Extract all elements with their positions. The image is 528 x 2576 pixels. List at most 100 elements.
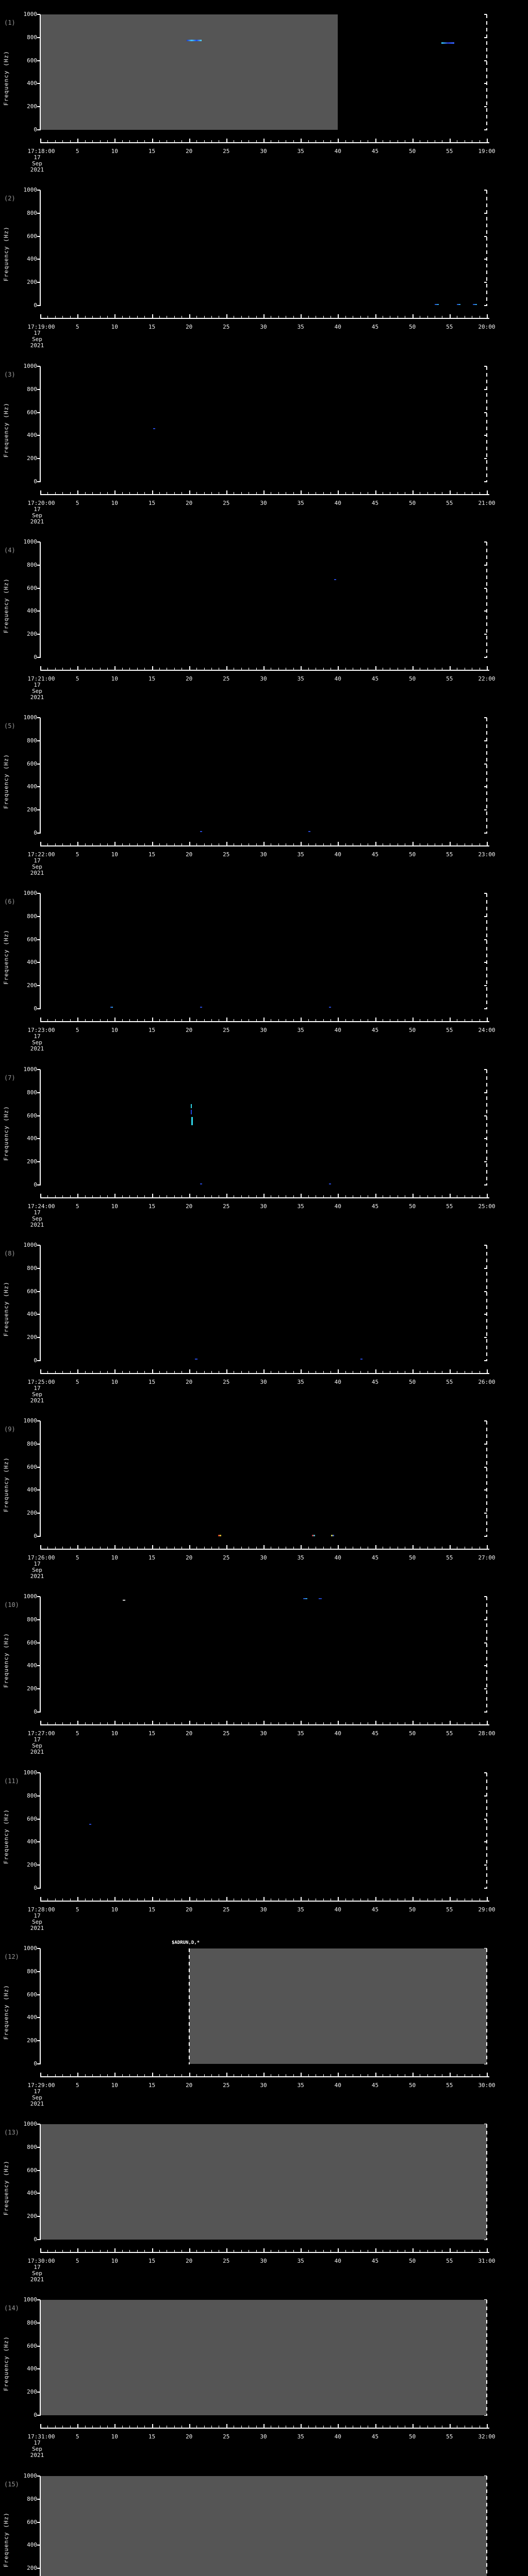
y-tick-label: 0 bbox=[34, 1885, 37, 1891]
x-axis-tick bbox=[338, 1194, 339, 1197]
x-axis-tick bbox=[301, 314, 302, 318]
x-axis-tick bbox=[308, 140, 309, 142]
data-coverage-region bbox=[40, 2476, 487, 2576]
y-tick-label: 400 bbox=[27, 1662, 37, 1669]
y-axis-tick-right bbox=[484, 1337, 487, 1338]
x-axis-tick bbox=[449, 666, 451, 670]
x-axis-tick bbox=[159, 843, 160, 845]
x-axis-tick bbox=[107, 2250, 108, 2252]
x-axis-tick bbox=[129, 140, 130, 142]
y-axis-tick bbox=[37, 2193, 40, 2194]
x-axis-tick bbox=[77, 1018, 79, 1021]
spectrogram-panel: (2) Frequency (Hz) 1000 800 600 400 200 0 17:… bbox=[0, 180, 528, 355]
x-axis-tick bbox=[308, 843, 309, 845]
y-axis-tick bbox=[37, 412, 40, 413]
x-axis-tick bbox=[301, 1194, 302, 1197]
x-axis-tick bbox=[449, 1018, 451, 1021]
x-axis-tick bbox=[427, 1722, 428, 1724]
y-tick-label: 0 bbox=[34, 1708, 37, 1715]
x-axis-tick bbox=[129, 1195, 130, 1197]
x-axis-tick bbox=[55, 1371, 56, 1373]
x-axis-tick bbox=[70, 1019, 71, 1021]
x-axis-tick bbox=[196, 316, 197, 318]
start-date-line: 2021 bbox=[30, 1045, 44, 1052]
x-axis-tick bbox=[263, 1721, 265, 1724]
x-minute-label: 30 bbox=[260, 1730, 267, 1737]
x-axis-tick bbox=[62, 140, 63, 142]
x-minute-label: 50 bbox=[409, 1379, 416, 1385]
x-axis-tick bbox=[85, 843, 86, 845]
right-axis-dashed-line bbox=[486, 366, 487, 482]
x-axis-tick bbox=[47, 2074, 48, 2076]
y-axis-tick bbox=[37, 1596, 40, 1597]
start-date-line: Sep bbox=[32, 336, 42, 343]
x-axis-tick bbox=[196, 1899, 197, 1901]
x-axis-tick bbox=[360, 1547, 361, 1549]
y-tick-label: 800 bbox=[27, 1968, 37, 1975]
y-axis-tick-right bbox=[484, 893, 487, 894]
start-date-line: Sep bbox=[32, 2446, 42, 2452]
x-axis-tick bbox=[204, 316, 205, 318]
x-axis-tick bbox=[114, 2073, 116, 2076]
x-axis-tick bbox=[159, 2074, 160, 2076]
x-axis-tick bbox=[137, 1371, 138, 1373]
x-axis-tick bbox=[226, 666, 227, 670]
x-minute-label: 15 bbox=[148, 2258, 156, 2264]
spectrogram-panel: (11) Frequency (Hz) 1000 800 600 400 200 0 17… bbox=[0, 1762, 528, 1938]
x-axis-tick bbox=[159, 1371, 160, 1373]
y-axis-tick bbox=[37, 1443, 40, 1445]
x-minute-label: 25 bbox=[223, 1554, 230, 1561]
y-axis-tick bbox=[37, 1337, 40, 1338]
y-tick-label: 0 bbox=[34, 654, 37, 660]
start-date-line: Sep bbox=[32, 1215, 42, 1222]
x-minute-label: 45 bbox=[371, 1906, 379, 1913]
x-axis-tick bbox=[323, 1019, 324, 1021]
start-date-label: 17 Sep 2021 bbox=[30, 1210, 44, 1228]
x-axis-tick bbox=[100, 1722, 101, 1724]
panel-index-label: (1) bbox=[4, 19, 15, 26]
y-axis-tick bbox=[37, 2146, 40, 2148]
x-axis-tick bbox=[107, 668, 108, 670]
x-axis-tick bbox=[137, 1195, 138, 1197]
y-axis-tick-right bbox=[484, 541, 487, 543]
x-minute-label: 50 bbox=[409, 1730, 416, 1737]
x-minute-label: 50 bbox=[409, 851, 416, 858]
x-axis-tick bbox=[159, 2250, 160, 2252]
x-axis-tick bbox=[144, 1371, 145, 1373]
x-minute-label: 40 bbox=[334, 324, 341, 330]
x-axis-tick bbox=[412, 1018, 414, 1021]
x-axis-tick bbox=[70, 843, 71, 845]
x-minute-label: 45 bbox=[371, 1730, 379, 1737]
x-start-time-label: 17:26:00 bbox=[27, 1554, 55, 1561]
x-axis-tick bbox=[122, 140, 123, 142]
x-axis-tick bbox=[40, 2424, 41, 2428]
burst-feature bbox=[329, 1183, 331, 1184]
x-minute-label: 10 bbox=[111, 2433, 118, 2440]
x-axis-tick bbox=[204, 2250, 205, 2252]
start-date-line: 2021 bbox=[30, 2276, 44, 2283]
x-axis-tick bbox=[137, 2074, 138, 2076]
x-axis-tick bbox=[345, 1547, 346, 1549]
y-axis-tick bbox=[37, 37, 40, 38]
x-axis-tick bbox=[62, 2426, 63, 2428]
x-axis-tick bbox=[114, 2424, 116, 2428]
x-start-time-label: 17:18:00 bbox=[27, 148, 55, 155]
x-axis-tick bbox=[449, 2424, 451, 2428]
x-minute-label: 20 bbox=[186, 1027, 193, 1033]
y-axis-tick bbox=[37, 1795, 40, 1797]
x-minute-label: 40 bbox=[334, 148, 341, 155]
start-date-label: 17 Sep 2021 bbox=[30, 858, 44, 876]
x-axis-tick bbox=[256, 2426, 257, 2428]
x-axis-tick bbox=[107, 2426, 108, 2428]
y-axis-tick bbox=[37, 2170, 40, 2171]
x-minute-label: 20 bbox=[186, 1906, 193, 1913]
x-axis-tick bbox=[360, 1195, 361, 1197]
y-axis-tick-right bbox=[484, 1138, 487, 1140]
x-axis-tick bbox=[122, 1371, 123, 1373]
x-minute-label: 25 bbox=[223, 1027, 230, 1033]
x-minute-label: 40 bbox=[334, 1027, 341, 1033]
y-axis-line bbox=[40, 1070, 41, 1185]
x-axis-tick bbox=[211, 843, 212, 845]
x-axis-tick bbox=[70, 2074, 71, 2076]
x-minute-label: 35 bbox=[297, 1554, 304, 1561]
